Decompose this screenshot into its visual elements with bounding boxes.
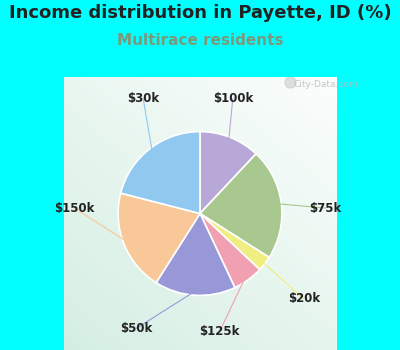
Wedge shape xyxy=(121,132,200,214)
Wedge shape xyxy=(200,154,282,257)
Text: City-Data.com: City-Data.com xyxy=(294,80,358,89)
Text: $30k: $30k xyxy=(127,92,159,105)
Text: $125k: $125k xyxy=(200,325,240,338)
Wedge shape xyxy=(200,214,269,270)
Wedge shape xyxy=(118,193,200,283)
Text: Multirace residents: Multirace residents xyxy=(117,33,283,48)
Text: $50k: $50k xyxy=(120,322,153,335)
Wedge shape xyxy=(200,132,256,214)
Wedge shape xyxy=(200,214,260,288)
Wedge shape xyxy=(156,214,235,295)
Text: Income distribution in Payette, ID (%): Income distribution in Payette, ID (%) xyxy=(9,4,391,21)
Text: $100k: $100k xyxy=(213,92,253,105)
Text: $20k: $20k xyxy=(288,292,320,305)
Text: $75k: $75k xyxy=(310,202,342,215)
Text: $150k: $150k xyxy=(54,202,95,215)
